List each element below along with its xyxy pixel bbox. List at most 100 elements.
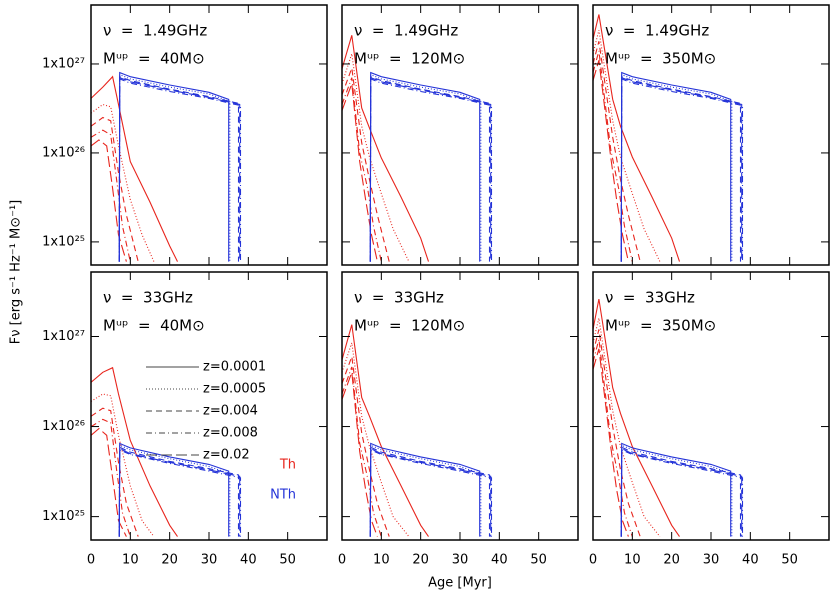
- series-line: [593, 329, 641, 537]
- frequency-label: ν = 33GHz: [354, 289, 444, 307]
- x-tick-label: 10: [122, 553, 139, 568]
- series-line: [118, 78, 242, 262]
- x-tick-label: 10: [373, 553, 390, 568]
- series-line: [369, 442, 481, 537]
- frequency-label: ν = 1.49GHz: [354, 22, 458, 40]
- series-line: [620, 447, 743, 537]
- series-line: [620, 78, 744, 262]
- x-tick-label: 30: [452, 553, 469, 568]
- y-tick-label: 1x10²⁶: [42, 419, 85, 434]
- series-line: [369, 78, 493, 262]
- legend-label: z=0.008: [203, 426, 258, 441]
- series-line: [91, 418, 131, 537]
- panel-frame: [341, 4, 579, 266]
- series-line: [91, 393, 155, 537]
- series-line: [593, 339, 633, 537]
- panel-frame: [90, 4, 328, 266]
- series-line: [118, 73, 231, 262]
- frequency-label: ν = 33GHz: [605, 289, 695, 307]
- series-line: [342, 35, 430, 262]
- series-line: [593, 14, 681, 262]
- series-line: [369, 449, 493, 537]
- series-line: [593, 29, 661, 262]
- series-line: [620, 76, 743, 262]
- panel-frame: [341, 271, 579, 541]
- x-tick-label: 30: [201, 553, 218, 568]
- mass-label: Mᵘᵖ = 350M⊙: [605, 317, 716, 335]
- series-line: [342, 67, 390, 262]
- x-tick-label: 50: [279, 553, 296, 568]
- y-axis-label: Fν [erg s⁻¹ Hz⁻¹ M⊙⁻¹]: [9, 200, 24, 344]
- series-line: [118, 75, 240, 262]
- series-line: [91, 129, 131, 262]
- panel: [91, 366, 242, 537]
- series-line: [620, 444, 733, 537]
- series-line: [369, 444, 482, 537]
- series-line: [342, 83, 378, 262]
- mass-label: Mᵘᵖ = 40M⊙: [103, 317, 205, 335]
- panel-frame: [592, 4, 830, 266]
- panel: [593, 14, 744, 262]
- x-tick-label: 40: [491, 553, 508, 568]
- x-tick-label: 20: [412, 553, 429, 568]
- frequency-label: ν = 33GHz: [103, 289, 193, 307]
- series-line: [593, 348, 629, 537]
- panel: [593, 298, 744, 537]
- y-tick-label: 1x10²⁶: [42, 145, 85, 160]
- legend-label: z=0.004: [203, 404, 258, 419]
- x-tick-label: 50: [781, 553, 798, 568]
- legend-label: z=0.02: [203, 448, 250, 463]
- series-line: [342, 372, 378, 537]
- panel: [342, 35, 493, 262]
- series-line: [620, 75, 742, 262]
- series-line: [118, 71, 230, 262]
- y-tick-label: 1x10²⁵: [42, 509, 85, 524]
- mass-label: Mᵘᵖ = 350M⊙: [605, 50, 716, 68]
- legend-label: z=0.0001: [203, 360, 266, 375]
- series-line: [369, 75, 491, 262]
- x-tick-label: 0: [589, 553, 597, 568]
- panel: [342, 324, 493, 537]
- x-tick-label: 40: [240, 553, 257, 568]
- y-tick-label: 1x10²⁷: [42, 56, 85, 71]
- x-tick-label: 40: [742, 553, 759, 568]
- legend-label: NTh: [270, 488, 296, 503]
- series-line: [118, 442, 230, 537]
- series-line: [593, 298, 680, 537]
- x-tick-label: 20: [663, 553, 680, 568]
- mass-label: Mᵘᵖ = 120M⊙: [354, 317, 465, 335]
- x-tick-label: 0: [87, 553, 95, 568]
- series-line: [91, 75, 178, 262]
- panel-frame: [592, 271, 830, 541]
- series-line: [369, 73, 482, 262]
- series-line: [91, 366, 178, 537]
- series-line: [118, 76, 241, 262]
- mass-label: Mᵘᵖ = 120M⊙: [354, 50, 465, 68]
- series-line: [369, 76, 492, 262]
- x-axis-label: Age [Myr]: [428, 576, 492, 591]
- series-line: [342, 356, 390, 537]
- series-line: [620, 446, 742, 537]
- series-line: [593, 50, 633, 262]
- mass-label: Mᵘᵖ = 40M⊙: [103, 50, 205, 68]
- series-line: [593, 317, 661, 537]
- x-tick-label: 20: [161, 553, 178, 568]
- series-line: [91, 103, 155, 262]
- panel: [91, 71, 242, 262]
- series-line: [118, 446, 240, 537]
- legend-label: Th: [279, 458, 296, 473]
- x-tick-label: 50: [530, 553, 547, 568]
- series-line: [342, 342, 410, 537]
- x-tick-label: 30: [703, 553, 720, 568]
- y-tick-label: 1x10²⁷: [42, 329, 85, 344]
- legend-label: z=0.0005: [203, 382, 266, 397]
- frequency-label: ν = 1.49GHz: [605, 22, 709, 40]
- x-tick-label: 0: [338, 553, 346, 568]
- series-line: [369, 71, 481, 262]
- series-line: [118, 447, 241, 537]
- x-tick-label: 10: [624, 553, 641, 568]
- series-line: [342, 324, 429, 537]
- series-line: [342, 77, 382, 262]
